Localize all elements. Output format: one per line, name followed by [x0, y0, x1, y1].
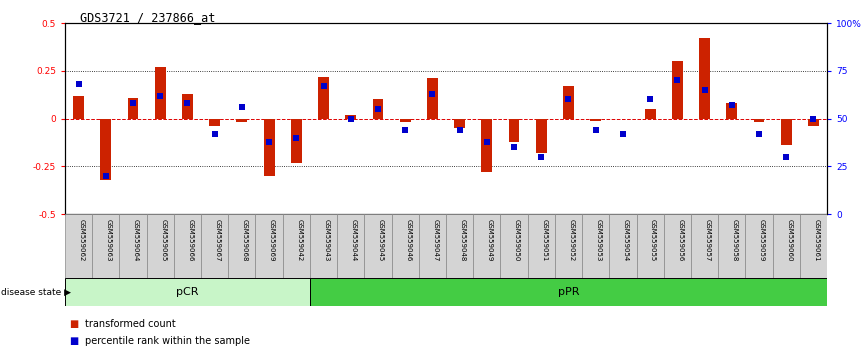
Bar	[263, 119, 275, 176]
Text: GSM559066: GSM559066	[187, 219, 193, 262]
Bar	[337, 214, 365, 278]
Bar	[65, 214, 92, 278]
Bar	[672, 61, 682, 119]
Bar	[391, 214, 419, 278]
Bar	[446, 214, 473, 278]
Bar	[772, 214, 800, 278]
Text: percentile rank within the sample: percentile rank within the sample	[85, 336, 250, 346]
Bar	[229, 214, 255, 278]
Bar	[310, 214, 337, 278]
Bar	[454, 119, 465, 128]
Text: GDS3721 / 237866_at: GDS3721 / 237866_at	[80, 11, 215, 24]
Bar	[663, 214, 691, 278]
Text: GSM559050: GSM559050	[514, 219, 520, 262]
Text: pPR: pPR	[558, 287, 579, 297]
Text: GSM559056: GSM559056	[677, 219, 683, 262]
Text: GSM559060: GSM559060	[786, 219, 792, 262]
Text: GSM559048: GSM559048	[460, 219, 466, 262]
Bar	[400, 119, 410, 122]
Bar	[582, 214, 610, 278]
Bar	[120, 214, 146, 278]
Bar	[637, 214, 663, 278]
Bar	[691, 214, 718, 278]
Bar	[727, 103, 737, 119]
Text: ■: ■	[69, 336, 79, 346]
Bar	[610, 214, 637, 278]
Bar	[310, 278, 827, 306]
Text: ■: ■	[69, 319, 79, 329]
Text: GSM559058: GSM559058	[732, 219, 738, 262]
Bar	[365, 214, 391, 278]
Text: GSM559053: GSM559053	[596, 219, 602, 262]
Text: GSM559055: GSM559055	[650, 219, 656, 262]
Bar	[346, 115, 356, 119]
Bar	[127, 98, 139, 119]
Bar	[236, 119, 248, 122]
Bar	[201, 214, 229, 278]
Text: GSM559061: GSM559061	[813, 219, 819, 262]
Text: GSM559046: GSM559046	[405, 219, 411, 262]
Bar	[318, 76, 329, 119]
Bar	[591, 119, 601, 120]
Bar	[555, 214, 582, 278]
Bar	[155, 67, 165, 119]
Text: GSM559042: GSM559042	[296, 219, 302, 262]
Bar	[419, 214, 446, 278]
Text: transformed count: transformed count	[85, 319, 176, 329]
Text: GSM559057: GSM559057	[705, 219, 710, 262]
Text: GSM559049: GSM559049	[487, 219, 493, 262]
Bar	[508, 119, 520, 142]
Bar	[372, 99, 384, 119]
Text: GSM559054: GSM559054	[623, 219, 629, 262]
Text: disease state ▶: disease state ▶	[1, 287, 71, 297]
Bar	[282, 214, 310, 278]
Bar	[781, 119, 792, 145]
Bar	[291, 119, 301, 162]
Text: GSM559063: GSM559063	[106, 219, 112, 262]
Text: GSM559065: GSM559065	[160, 219, 166, 262]
Bar	[536, 119, 546, 153]
Text: pCR: pCR	[176, 287, 198, 297]
Text: GSM559052: GSM559052	[568, 219, 574, 262]
Text: GSM559064: GSM559064	[133, 219, 139, 262]
Bar	[481, 119, 492, 172]
Bar	[501, 214, 527, 278]
Bar	[65, 278, 310, 306]
Text: GSM559051: GSM559051	[541, 219, 547, 262]
Bar	[808, 119, 819, 126]
Bar	[73, 96, 84, 119]
Text: GSM559044: GSM559044	[351, 219, 357, 262]
Bar	[800, 214, 827, 278]
Bar	[92, 214, 120, 278]
Bar	[644, 109, 656, 119]
Bar	[746, 214, 772, 278]
Bar	[182, 94, 193, 119]
Bar	[427, 79, 438, 119]
Bar	[174, 214, 201, 278]
Text: GSM559069: GSM559069	[269, 219, 275, 262]
Text: GSM559047: GSM559047	[432, 219, 438, 262]
Text: GSM559067: GSM559067	[215, 219, 221, 262]
Bar	[527, 214, 555, 278]
Text: GSM559059: GSM559059	[759, 219, 765, 262]
Text: GSM559043: GSM559043	[324, 219, 329, 262]
Bar	[255, 214, 282, 278]
Bar	[100, 119, 111, 180]
Bar	[146, 214, 174, 278]
Bar	[473, 214, 501, 278]
Text: GSM559068: GSM559068	[242, 219, 248, 262]
Bar	[563, 86, 574, 119]
Bar	[699, 38, 710, 119]
Text: GSM559045: GSM559045	[378, 219, 384, 262]
Bar	[718, 214, 746, 278]
Bar	[210, 119, 220, 126]
Text: GSM559062: GSM559062	[79, 219, 85, 262]
Bar	[753, 119, 765, 122]
